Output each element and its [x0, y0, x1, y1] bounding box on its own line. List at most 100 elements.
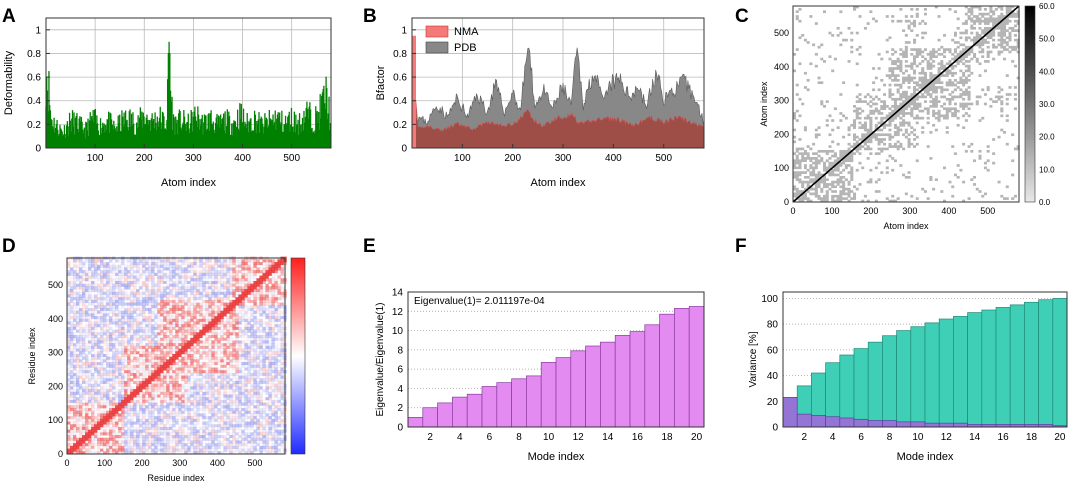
covariance-cell	[196, 362, 200, 366]
covariance-cell	[193, 391, 197, 395]
contact-cell	[874, 116, 878, 120]
covariance-cell	[109, 440, 113, 444]
covariance-cell	[175, 383, 179, 387]
contact-cell	[959, 57, 963, 61]
x-axis-label: Atom index	[161, 177, 217, 189]
covariance-cell	[136, 424, 139, 427]
covariance-cell	[202, 373, 205, 376]
covariance-cell	[208, 372, 212, 376]
covariance-cell	[121, 356, 125, 360]
covariance-cell	[178, 435, 182, 439]
covariance-cell	[223, 389, 227, 393]
covariance-cell	[250, 418, 254, 422]
covariance-cell	[184, 422, 187, 425]
contact-cell	[833, 166, 837, 170]
contact-cell	[874, 123, 878, 127]
covariance-cell	[277, 359, 281, 363]
contact-cell	[904, 100, 908, 103]
covariance-cell	[256, 348, 260, 352]
contact-cell	[921, 55, 925, 59]
covariance-cell	[145, 367, 149, 371]
covariance-cell	[277, 375, 281, 379]
covariance-cell	[139, 397, 143, 401]
contact-cell	[967, 102, 971, 106]
contact-cell	[918, 50, 922, 54]
contact-cell	[820, 102, 824, 106]
covariance-cell	[235, 348, 239, 352]
contact-cell	[953, 102, 957, 106]
covariance-cell	[262, 351, 266, 355]
covariance-cell	[145, 426, 149, 430]
covariance-cell	[196, 427, 199, 430]
covariance-cell	[202, 356, 206, 360]
covariance-cell	[196, 372, 200, 376]
covariance-cell	[208, 359, 212, 363]
covariance-cell	[145, 418, 149, 422]
covariance-cell	[91, 429, 95, 433]
covariance-cell	[199, 386, 203, 390]
covariance-cell	[70, 359, 74, 363]
covariance-cell	[124, 451, 128, 455]
contact-cell	[904, 97, 908, 101]
covariance-cell	[67, 362, 71, 366]
covariance-cell	[139, 437, 143, 441]
covariance-cell	[121, 397, 125, 401]
covariance-cell	[202, 408, 206, 412]
covariance-cell	[208, 437, 212, 441]
covariance-cell	[268, 448, 272, 452]
covariance-cell	[238, 359, 241, 362]
covariance-cell	[82, 429, 86, 433]
contact-cell	[839, 180, 843, 184]
covariance-cell	[214, 376, 217, 379]
covariance-cell	[199, 411, 202, 414]
covariance-cell	[208, 399, 212, 403]
covariance-cell	[223, 451, 227, 455]
contact-cell	[847, 194, 851, 198]
covariance-cell	[133, 386, 136, 389]
contact-cell	[934, 81, 938, 85]
contact-cell	[842, 114, 846, 118]
covariance-cell	[103, 435, 106, 438]
covariance-cell	[97, 410, 101, 414]
covariance-cell	[67, 375, 71, 379]
covariance-cell	[79, 356, 83, 360]
covariance-cell	[73, 370, 76, 373]
covariance-cell	[76, 413, 80, 417]
covariance-cell	[154, 381, 158, 385]
contact-cell	[978, 17, 982, 21]
contact-cell	[970, 57, 974, 61]
contact-cell	[825, 166, 829, 170]
covariance-cell	[85, 397, 88, 400]
covariance-cell	[205, 370, 209, 374]
covariance-cell	[181, 381, 184, 384]
contact-cell	[937, 52, 941, 56]
contact-cell	[904, 90, 908, 94]
covariance-cell	[196, 402, 200, 406]
panel-letter-a: A	[2, 6, 16, 27]
covariance-cell	[91, 416, 95, 420]
covariance-cell	[82, 356, 86, 360]
contact-cell	[951, 114, 955, 118]
contact-cell	[1008, 50, 1012, 54]
covariance-cell	[154, 421, 158, 425]
contact-cell	[923, 74, 927, 77]
contact-cell	[828, 133, 832, 137]
covariance-cell	[268, 389, 271, 392]
covariance-cell	[145, 389, 149, 393]
covariance-cell	[259, 370, 263, 374]
contact-cell	[983, 29, 987, 32]
contact-cell	[904, 107, 908, 111]
covariance-cell	[136, 370, 140, 374]
covariance-cell	[67, 448, 71, 452]
contact-cell	[915, 81, 919, 85]
covariance-cell	[265, 451, 269, 455]
covariance-cell	[166, 372, 170, 376]
contact-cell	[913, 55, 917, 59]
covariance-cell	[253, 408, 257, 412]
covariance-cell	[268, 440, 272, 444]
contact-cell	[888, 133, 892, 137]
covariance-cell	[79, 418, 83, 422]
covariance-cell	[214, 378, 218, 382]
covariance-cell	[277, 351, 281, 355]
